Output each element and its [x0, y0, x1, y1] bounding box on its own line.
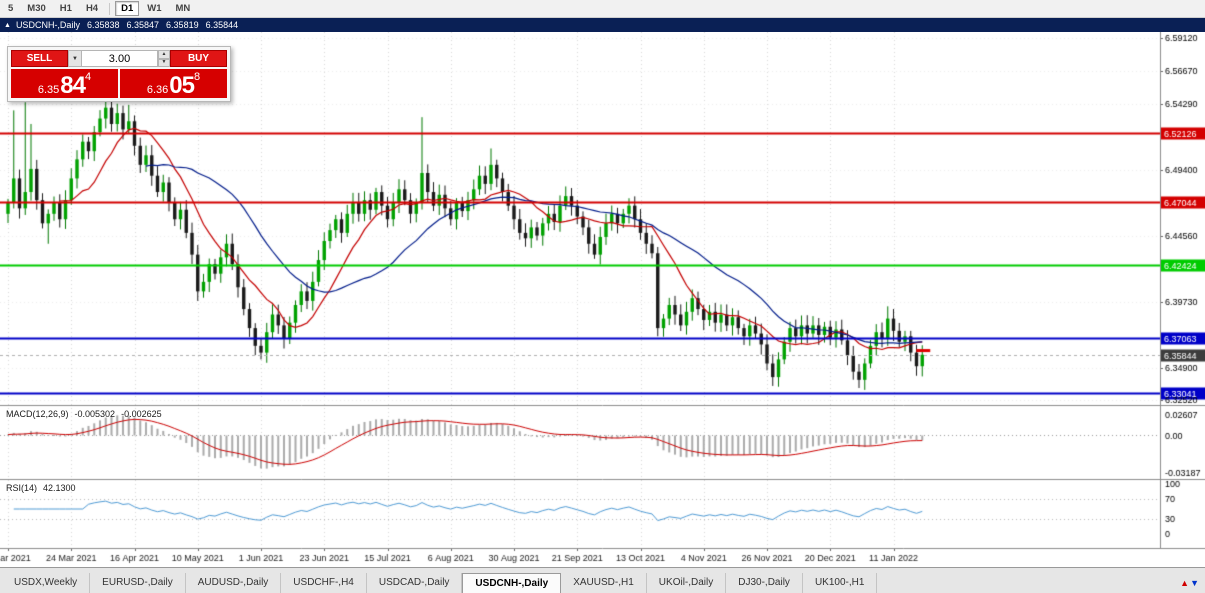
ohlc-open: 6.35838 [86, 20, 120, 30]
chart-tab-audusd-daily[interactable]: AUDUSD-,Daily [186, 573, 282, 593]
timeframe-button-h1[interactable]: H1 [54, 1, 78, 16]
sell-price-display[interactable]: 6.35 84 4 [11, 69, 118, 98]
ohlc-close: 6.35844 [205, 20, 239, 30]
chart-tabs-bar: USDX,Weekly EURUSD-,Daily AUDUSD-,Daily USD… [0, 567, 1205, 593]
tab-scroll-down-icon[interactable]: ▼ [1190, 577, 1199, 588]
bid-price-big-digits: 84 [60, 72, 86, 99]
ask-price-big-digits: 05 [169, 72, 195, 99]
buy-price-display[interactable]: 6.36 05 8 [120, 69, 227, 98]
timeframe-button-d1[interactable]: D1 [115, 1, 140, 16]
volume-decrease-button[interactable]: ▼ [158, 58, 170, 67]
chart-tab-usdx-weekly[interactable]: USDX,Weekly [2, 573, 91, 593]
chart-tab-eurusd-daily[interactable]: EURUSD-,Daily [90, 573, 186, 593]
toolbar-separator [109, 2, 111, 15]
timeframe-toolbar: 5 M30 H1 H4 D1 W1 MN [0, 0, 1205, 18]
chart-header-bar: ▲ USDCNH-,Daily 6.35838 6.35847 6.35819 … [0, 18, 1205, 32]
tab-scroll-up-icon[interactable]: ▲ [1180, 577, 1190, 588]
timeframe-button-m30[interactable]: M30 [21, 1, 51, 16]
ohlc-low: 6.35819 [166, 20, 199, 30]
ask-price-prefix: 6.36 [146, 84, 169, 96]
chart-tab-ukoil-daily[interactable]: UKOil-,Daily [647, 573, 727, 593]
ohlc-high: 6.35847 [126, 20, 160, 30]
bid-price-pipette: 4 [85, 71, 92, 83]
timeframe-button-mn[interactable]: MN [170, 1, 197, 16]
chart-tab-uk100-h1[interactable]: UK100-,H1 [803, 573, 878, 593]
chart-tab-usdcad-daily[interactable]: USDCAD-,Daily [367, 573, 463, 593]
timeframe-button-h4[interactable]: H4 [80, 1, 104, 16]
buy-button[interactable]: BUY [170, 50, 227, 67]
bid-price-prefix: 6.35 [37, 84, 60, 96]
timeframe-button-5[interactable]: 5 [2, 1, 19, 16]
chart-tab-xauusd-h1[interactable]: XAUUSD-,H1 [561, 573, 647, 593]
ask-price-pipette: 8 [194, 71, 201, 83]
tab-scroll-icon[interactable]: ▲ ▼ [1176, 573, 1203, 593]
volume-input[interactable] [82, 50, 158, 67]
timeframe-button-w1[interactable]: W1 [141, 1, 167, 16]
expand-trade-panel-icon[interactable]: ▲ [4, 21, 11, 29]
price-chart-canvas[interactable] [0, 32, 1205, 567]
volume-dropdown-button[interactable]: ▼ [68, 50, 82, 67]
chart-tabs: USDX,Weekly EURUSD-,Daily AUDUSD-,Daily USD… [2, 573, 1176, 593]
sell-button[interactable]: SELL [11, 50, 68, 67]
chart-tab-usdcnh-daily[interactable]: USDCNH-,Daily [462, 573, 562, 593]
chart-tab-dj30-daily[interactable]: DJ30-,Daily [726, 573, 803, 593]
chart-symbol-title: USDCNH-,Daily [15, 20, 80, 30]
chart-tab-usdchf-h4[interactable]: USDCHF-,H4 [281, 573, 367, 593]
volume-spinner: ▲ ▼ [158, 50, 170, 67]
volume-increase-button[interactable]: ▲ [158, 50, 170, 59]
